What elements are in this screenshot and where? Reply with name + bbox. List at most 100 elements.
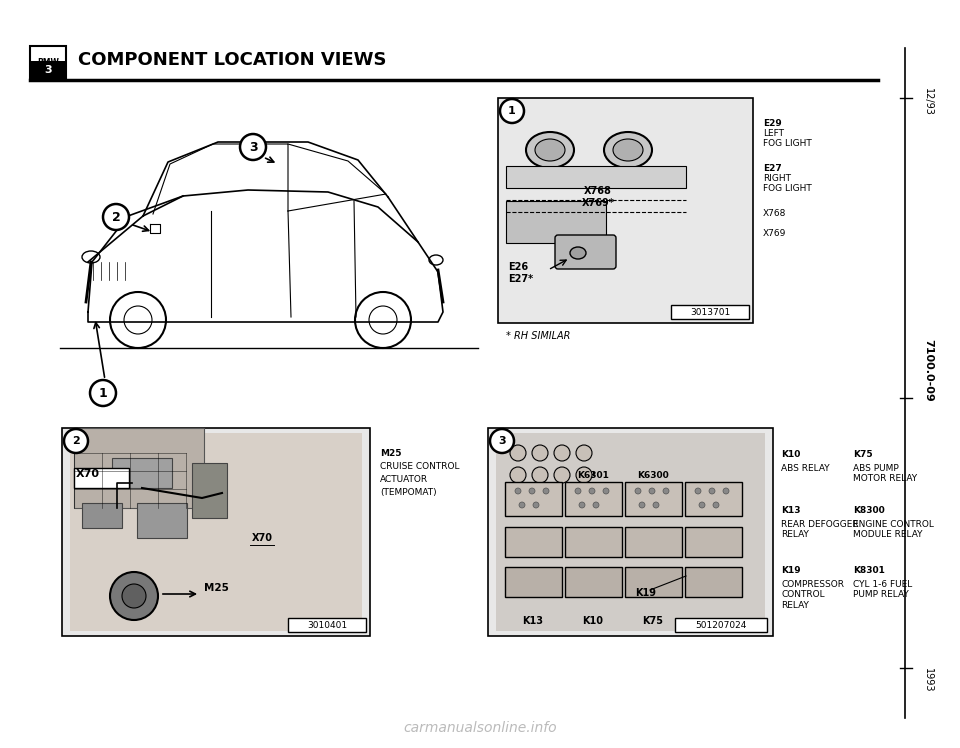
Text: E27: E27 [763,164,781,173]
Text: FOG LIGHT: FOG LIGHT [763,184,812,193]
Circle shape [639,502,645,508]
Text: E29: E29 [763,119,781,128]
FancyBboxPatch shape [685,527,742,557]
Bar [192,463,227,518]
Text: COMPONENT LOCATION VIEWS: COMPONENT LOCATION VIEWS [78,51,387,69]
Text: 1993: 1993 [923,668,933,692]
Ellipse shape [570,247,586,259]
Circle shape [554,445,570,461]
Circle shape [695,488,701,494]
Bar [62,428,370,636]
Text: K10: K10 [583,616,604,626]
Circle shape [510,445,526,461]
Ellipse shape [604,132,652,168]
Circle shape [103,204,129,230]
Text: K75: K75 [642,616,663,626]
FancyBboxPatch shape [505,567,562,597]
Bar [498,98,753,323]
Circle shape [576,467,592,483]
Bar [112,458,172,488]
Circle shape [64,429,88,453]
Text: X769*: X769* [582,198,614,208]
Text: M25: M25 [380,449,401,458]
Circle shape [490,429,514,453]
Circle shape [649,488,655,494]
Text: K8301: K8301 [853,566,885,575]
Bar [496,433,765,631]
Bar [137,503,187,538]
Text: 501207024: 501207024 [695,621,747,630]
Bar [671,305,749,319]
Text: FOG LIGHT: FOG LIGHT [763,139,812,148]
Bar [288,618,366,632]
FancyBboxPatch shape [565,527,622,557]
Bar [30,61,66,78]
Circle shape [510,467,526,483]
Circle shape [122,584,146,608]
Circle shape [663,488,669,494]
Text: K13: K13 [781,506,801,515]
Text: K19: K19 [781,566,801,575]
Text: ABS PUMP
MOTOR RELAY: ABS PUMP MOTOR RELAY [853,464,917,483]
Text: X769: X769 [763,229,786,238]
Circle shape [713,502,719,508]
FancyBboxPatch shape [625,527,682,557]
Bar [82,503,122,528]
Text: K6300: K6300 [637,471,669,480]
FancyBboxPatch shape [685,482,742,516]
Circle shape [240,134,266,160]
Text: 3010401: 3010401 [307,621,348,630]
Circle shape [554,467,570,483]
Circle shape [532,445,548,461]
Text: K75: K75 [853,450,873,459]
Ellipse shape [613,139,643,161]
Circle shape [515,488,521,494]
Circle shape [576,445,592,461]
Circle shape [529,488,535,494]
Circle shape [723,488,729,494]
Text: 3: 3 [249,141,257,153]
Text: 12/93: 12/93 [923,88,933,116]
Text: ABS RELAY: ABS RELAY [781,464,829,473]
Text: CRUISE CONTROL: CRUISE CONTROL [380,462,460,471]
FancyBboxPatch shape [555,235,616,269]
Ellipse shape [526,132,574,168]
FancyBboxPatch shape [625,482,682,516]
Text: K10: K10 [781,450,801,459]
Ellipse shape [535,139,565,161]
Text: carmanualsonline.info: carmanualsonline.info [403,721,557,735]
Circle shape [603,488,609,494]
Circle shape [635,488,641,494]
Text: ACTUATOR: ACTUATOR [380,475,428,484]
Bar [70,433,362,631]
Circle shape [699,502,705,508]
Text: 7100.0-09: 7100.0-09 [923,339,933,402]
FancyBboxPatch shape [505,482,562,516]
Text: ENGINE CONTROL
MODULE RELAY: ENGINE CONTROL MODULE RELAY [853,520,934,539]
FancyBboxPatch shape [625,567,682,597]
Bar [506,201,606,243]
Text: X70: X70 [76,469,100,479]
Text: X70: X70 [252,533,273,543]
Circle shape [653,502,659,508]
Text: 3: 3 [498,436,506,446]
Text: RIGHT: RIGHT [763,174,791,183]
FancyBboxPatch shape [685,567,742,597]
Text: X768: X768 [584,186,612,196]
Text: * RH SIMILAR: * RH SIMILAR [506,331,570,341]
Text: K6301: K6301 [577,471,609,480]
Bar [506,166,686,188]
Text: 1: 1 [99,387,108,399]
Circle shape [579,502,585,508]
Bar [74,468,129,488]
Bar [30,46,66,78]
Circle shape [110,572,158,620]
Text: E27*: E27* [508,274,533,284]
Circle shape [90,380,116,406]
Text: BMW: BMW [37,58,59,67]
Text: LEFT: LEFT [763,129,784,138]
Text: 3: 3 [44,65,52,75]
Text: REAR DEFOGGER
RELAY: REAR DEFOGGER RELAY [781,520,858,539]
Text: 1: 1 [508,106,516,116]
Text: 2: 2 [111,210,120,224]
